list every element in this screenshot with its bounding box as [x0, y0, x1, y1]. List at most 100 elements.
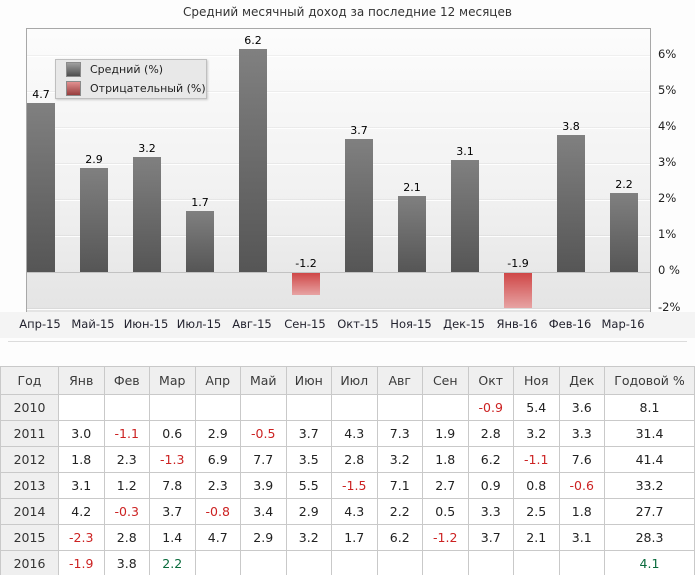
month-cell: -1.9 — [58, 550, 105, 575]
bar-value-label: 2.1 — [403, 181, 421, 195]
month-cell: 2.1 — [513, 524, 560, 551]
bar-Янв-16[interactable] — [504, 273, 532, 309]
x-axis-strip — [0, 312, 695, 338]
column-header: Апр — [194, 366, 241, 395]
month-cell: 7.1 — [376, 472, 423, 499]
gridline — [27, 236, 650, 237]
annual-cell: 41.4 — [604, 446, 695, 473]
gridline — [27, 92, 650, 93]
bar-value-label: 4.7 — [32, 87, 50, 101]
bar-value-label: -1.9 — [507, 257, 529, 270]
month-cell: 6.2 — [376, 524, 423, 551]
bar-Июн-15[interactable] — [133, 156, 161, 272]
year-cell: 2012 — [0, 446, 59, 473]
month-cell — [422, 394, 469, 421]
bar-Июл-15[interactable] — [186, 210, 214, 272]
month-cell: 2.3 — [103, 446, 150, 473]
month-cell: 3.1 — [558, 524, 605, 551]
month-cell — [331, 394, 378, 421]
gridline — [27, 164, 650, 165]
y-axis-tick: -2% — [658, 300, 681, 314]
bar-Апр-15[interactable] — [27, 102, 55, 272]
month-cell — [331, 550, 378, 575]
legend-label: Отрицательный (%) — [90, 82, 206, 95]
bar-Мар-16[interactable] — [610, 192, 638, 272]
legend-item-negative: Отрицательный (%) — [56, 79, 206, 98]
annual-cell: 4.1 — [604, 550, 695, 575]
column-header: Дек — [558, 366, 605, 395]
year-cell: 2010 — [0, 394, 59, 421]
annual-cell: 31.4 — [604, 420, 695, 447]
month-cell: 7.6 — [558, 446, 605, 473]
month-cell — [240, 394, 287, 421]
y-axis-tick: 1% — [658, 227, 677, 241]
x-axis-label: Июн-15 — [123, 317, 169, 331]
month-cell: -1.1 — [103, 420, 150, 447]
chart-title: Средний месячный доход за последние 12 м… — [183, 5, 512, 19]
bar-Ноя-15[interactable] — [398, 196, 426, 272]
month-cell: -0.9 — [467, 394, 514, 421]
year-cell: 2011 — [0, 420, 59, 447]
month-cell — [422, 550, 469, 575]
table-row: 2012 1.8 2.3 -1.3 6.9 7.7 3.5 2.8 3.2 1.8 6.2 -1.1 7… — [0, 446, 695, 473]
bar-Май-15[interactable] — [80, 167, 108, 272]
x-axis-label: Сен-15 — [284, 317, 326, 331]
month-cell: 2.5 — [513, 498, 560, 525]
month-cell: 4.2 — [58, 498, 105, 525]
bar-value-label: 3.1 — [456, 145, 474, 159]
bar-Окт-15[interactable] — [345, 138, 373, 272]
bar-value-label: 3.7 — [350, 123, 368, 137]
month-cell: 1.7 — [331, 524, 378, 551]
year-cell: 2015 — [0, 524, 59, 551]
gridline — [27, 128, 650, 129]
month-cell: 4.3 — [331, 498, 378, 525]
bar-Сен-15[interactable] — [292, 273, 320, 296]
month-cell: 5.4 — [513, 394, 560, 421]
annual-cell: 27.7 — [604, 498, 695, 525]
month-cell: 2.9 — [194, 420, 241, 447]
bar-Авг-15[interactable] — [239, 48, 267, 272]
month-cell: 0.8 — [513, 472, 560, 499]
month-cell: 2.2 — [376, 498, 423, 525]
column-header: Год — [0, 366, 59, 395]
bar-Дек-15[interactable] — [451, 160, 479, 272]
month-cell: 3.0 — [58, 420, 105, 447]
month-cell: 6.2 — [467, 446, 514, 473]
column-header: Мар — [149, 366, 196, 395]
month-cell: -0.8 — [194, 498, 241, 525]
x-axis-label: Июл-15 — [176, 317, 222, 331]
month-cell: -1.3 — [149, 446, 196, 473]
month-cell: 3.6 — [558, 394, 605, 421]
bar-value-label: 6.2 — [244, 33, 262, 47]
month-cell: 3.7 — [149, 498, 196, 525]
bar-value-label: 3.2 — [138, 141, 156, 155]
x-axis-label: Мар-16 — [601, 317, 645, 331]
month-cell: 1.4 — [149, 524, 196, 551]
month-cell: 3.3 — [558, 420, 605, 447]
column-header: Июн — [285, 366, 332, 395]
month-cell: 2.9 — [285, 498, 332, 525]
month-cell — [103, 394, 150, 421]
month-cell: 4.3 — [331, 420, 378, 447]
month-cell: 0.6 — [149, 420, 196, 447]
month-cell: -1.1 — [513, 446, 560, 473]
bar-value-label: 1.7 — [191, 195, 209, 209]
month-cell: 1.8 — [58, 446, 105, 473]
month-cell: 2.3 — [194, 472, 241, 499]
bar-Фев-16[interactable] — [557, 135, 585, 272]
x-axis-label: Дек-15 — [443, 317, 485, 331]
month-cell: -0.6 — [558, 472, 605, 499]
chart-plot-area: 4.7 2.9 3.2 1.7 6.2 -1.2 3.7 2.1 3.1 -1.9 3.8 2.2 С… — [26, 28, 651, 313]
column-header: Май — [240, 366, 287, 395]
month-cell: 2.8 — [467, 420, 514, 447]
month-cell: 0.9 — [467, 472, 514, 499]
column-header: Годовой % — [604, 366, 695, 395]
month-cell — [285, 550, 332, 575]
year-cell: 2013 — [0, 472, 59, 499]
zero-line — [27, 272, 650, 273]
legend-label: Средний (%) — [90, 63, 164, 76]
month-cell: -0.5 — [240, 420, 287, 447]
month-cell: 7.8 — [149, 472, 196, 499]
month-cell: 3.2 — [285, 524, 332, 551]
